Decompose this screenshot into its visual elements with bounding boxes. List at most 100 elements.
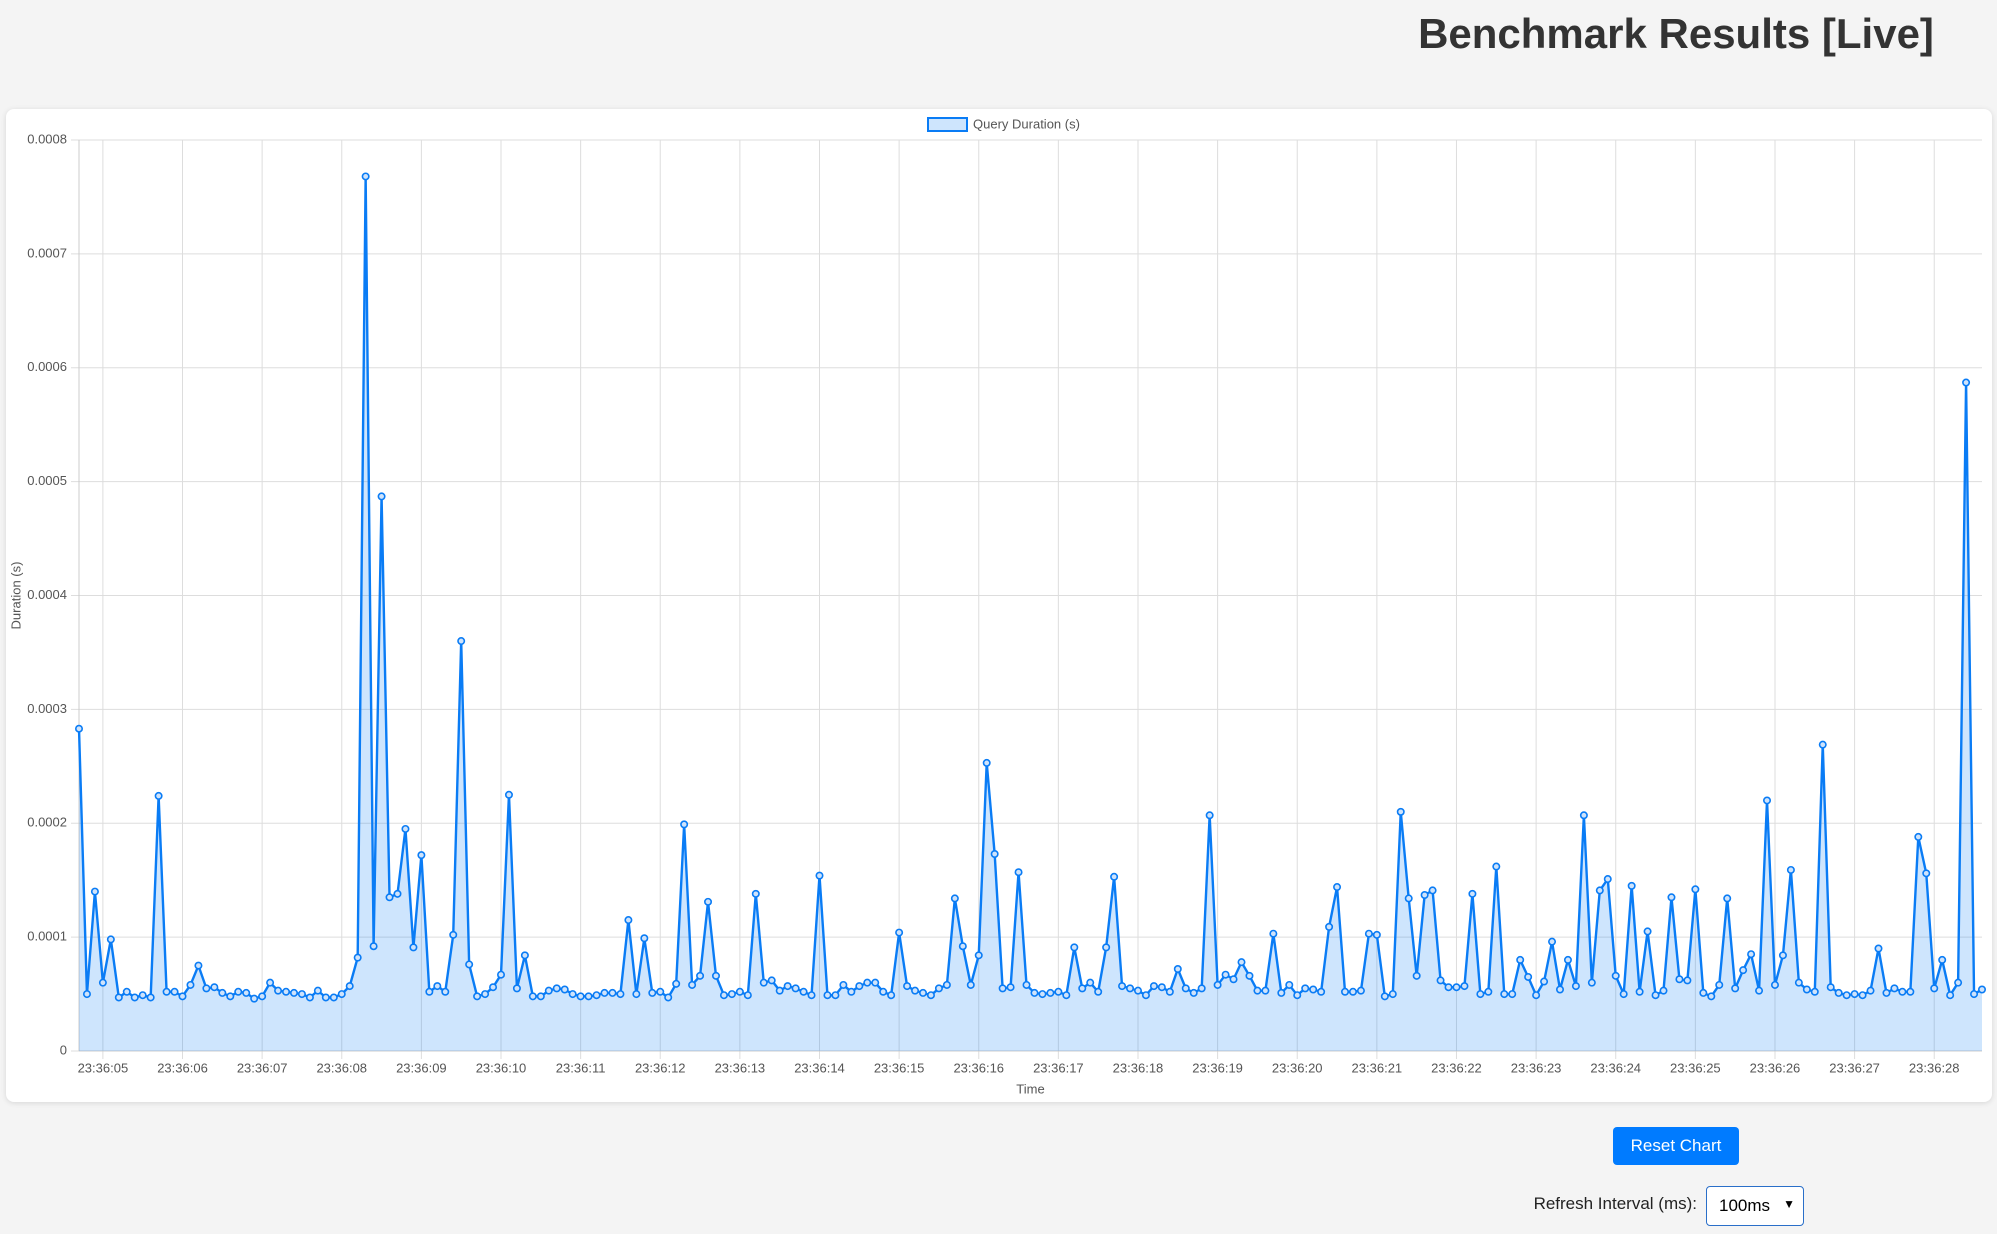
point [1173,965,1182,974]
point [114,993,123,1002]
point [1038,990,1047,999]
x-tick-label: 23:36:28 [1909,1060,1960,1075]
point [863,978,872,987]
point [1014,868,1023,877]
point [847,987,856,996]
point [1739,966,1748,975]
point [1794,978,1803,987]
point [369,942,378,951]
point [449,930,458,939]
point [1213,980,1222,989]
point [1157,983,1166,992]
refresh-label: Refresh Interval (ms): [1533,1194,1697,1213]
point [1978,985,1987,994]
point [783,982,792,991]
point [282,987,291,996]
point [672,979,681,988]
point [1372,930,1381,939]
point [1261,986,1270,995]
point [1763,796,1772,805]
point [711,971,720,980]
point [767,976,776,985]
point [1778,951,1787,960]
point [1659,986,1668,995]
y-tick-label: 0.0004 [27,587,67,602]
point [1747,950,1756,959]
point [982,758,991,767]
x-tick-label: 23:36:21 [1352,1060,1403,1075]
point [1054,987,1063,996]
point [1587,978,1596,987]
point [1755,986,1764,995]
y-axis-title: Duration (s) [8,562,23,630]
x-tick-label: 23:36:18 [1113,1060,1164,1075]
point [1293,991,1302,1000]
point [1914,832,1923,841]
point [1532,991,1541,1000]
point [1205,811,1214,820]
point [831,991,840,1000]
y-tick-label: 0.0001 [27,929,67,944]
point [1548,937,1557,946]
point [735,987,744,996]
x-tick-label: 23:36:08 [316,1060,367,1075]
point [1603,875,1612,884]
y-tick-label: 0.0007 [27,245,67,260]
point [82,990,91,999]
point [1325,922,1334,931]
point [1452,983,1461,992]
refresh-value: 100ms [1719,1196,1771,1215]
point [719,991,728,1000]
point [1635,987,1644,996]
point [1221,970,1230,979]
point [656,987,665,996]
point [879,987,888,996]
y-tick-label: 0.0008 [27,131,67,146]
point [1030,988,1039,997]
point [1906,987,1915,996]
point [552,984,561,993]
point [600,988,609,997]
x-tick-label: 23:36:14 [794,1060,845,1075]
point [1866,986,1875,995]
point [1826,983,1835,992]
x-tick-label: 23:36:11 [556,1060,606,1075]
point [1962,378,1971,387]
legend-swatch [927,117,968,132]
x-tick-label: 23:36:20 [1272,1060,1323,1075]
point [1516,955,1525,964]
refresh-select[interactable]: 100ms ▼ [1706,1186,1804,1226]
point [1229,975,1238,984]
y-tick-label: 0 [60,1042,67,1057]
point [90,887,99,896]
point [1619,990,1628,999]
x-tick-label: 23:36:27 [1829,1060,1880,1075]
point [1691,885,1700,894]
point [393,889,402,898]
point [329,993,338,1002]
point [481,990,490,999]
point [1484,987,1493,996]
x-tick-label: 23:36:07 [237,1060,288,1075]
point [1141,991,1150,1000]
point [504,790,513,799]
point [1850,990,1859,999]
area-fill [79,176,1982,1051]
point [664,993,673,1002]
point [1858,991,1867,1000]
point [106,935,115,944]
point [680,820,689,829]
point [903,982,912,991]
point [1882,988,1891,997]
point [497,970,506,979]
point [210,983,219,992]
point [242,988,251,997]
point [1006,983,1015,992]
point [202,984,211,993]
point [520,951,529,960]
reset-button[interactable]: Reset Chart [1613,1127,1739,1165]
point [457,637,466,646]
point [1380,992,1389,1001]
point [1086,978,1095,987]
point [1563,955,1572,964]
